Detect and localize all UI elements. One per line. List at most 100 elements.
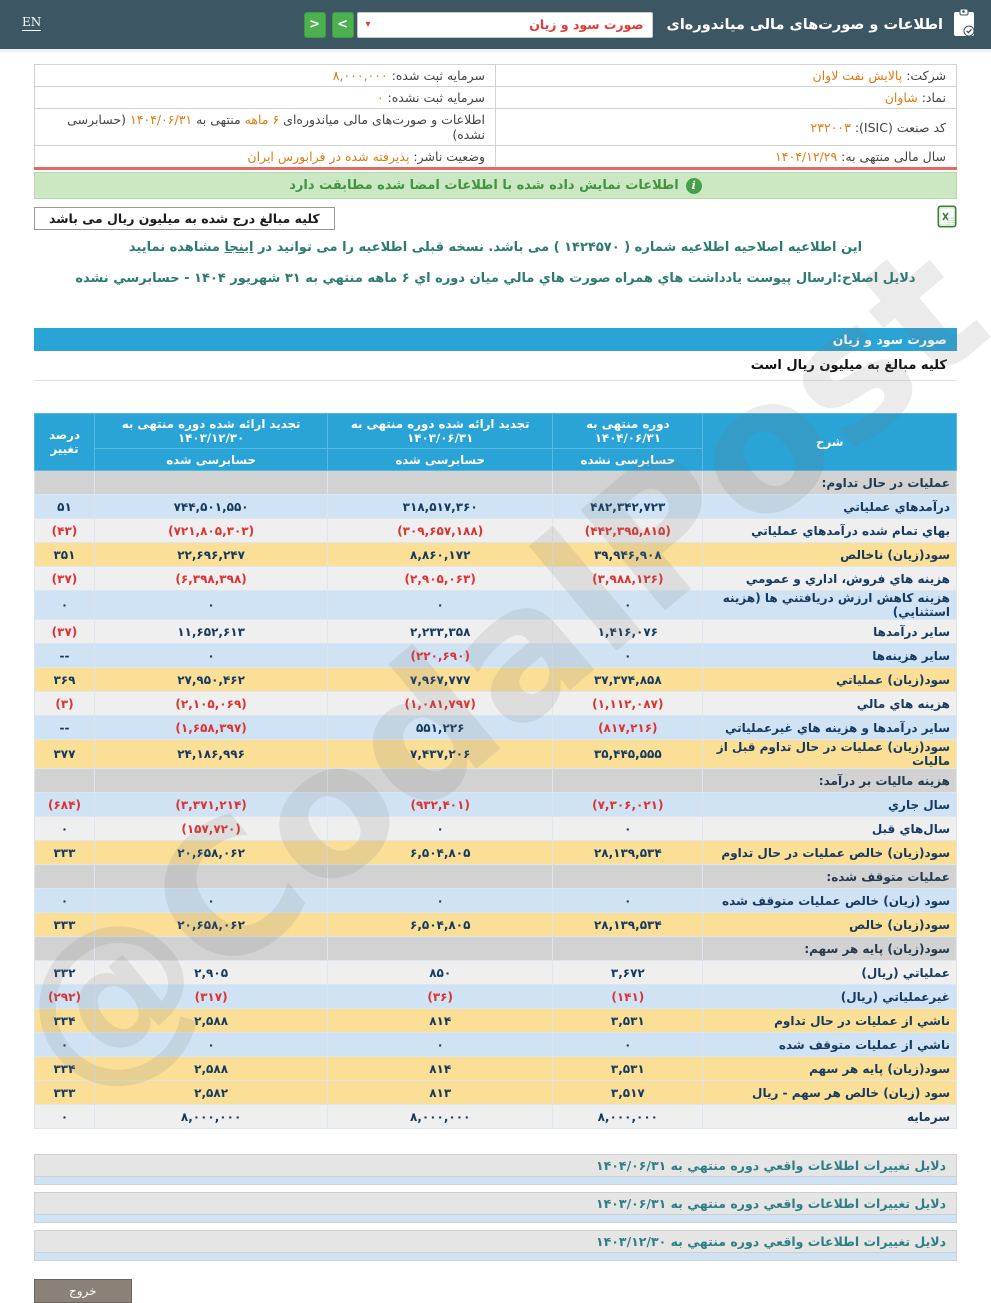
value-cell: ۳۳۴ <box>34 1008 95 1033</box>
value-cell: ۰ <box>552 1032 704 1057</box>
table-row: کد صنعت (ISIC): ۲۳۲۰۰۳ اطلاعات و صورت‌ها… <box>34 108 957 146</box>
value-cell: ۲۷,۹۵۰,۴۶۲ <box>93 667 329 692</box>
value-cell: ۳۳۲ <box>34 960 95 985</box>
table-section-row: هزينه ماليات بر درآمد: <box>34 768 957 793</box>
previous-version-link[interactable]: اینجا <box>224 240 254 255</box>
subheader-unaudited: حسابرسی نشده <box>552 448 704 471</box>
empty-cell <box>34 864 95 889</box>
period-pre: اطلاعات و صورت‌های مالی میاندوره‌ای <box>283 112 485 127</box>
nav-back-button[interactable]: < <box>303 11 326 38</box>
row-label: بهاي تمام شده درآمدهاي عملياتي <box>702 518 957 543</box>
table-row: هزينه کاهش ارزش دريافتني ها (هزينه استثن… <box>34 590 957 620</box>
table-row: سال جاري (۷,۳۰۶,۰۲۱) (۹۳۲,۴۰۱) (۳,۳۷۱,۲۱۴)(… <box>34 792 957 817</box>
row-label: سود(زيان) خالص <box>702 912 957 937</box>
value-cell: ۳,۵۳۱ <box>552 1008 704 1033</box>
value-cell: (۳,۳۷۱,۲۱۴) <box>93 792 329 817</box>
value-cell: ۸۱۳ <box>327 1080 554 1105</box>
top-bar: اطلاعات و صورت‌های مالی میاندوره‌ای صورت… <box>0 0 991 52</box>
value-cell: (۳۷) <box>34 619 95 644</box>
value-cell: ۵۵۱,۲۲۶ <box>327 715 554 740</box>
fiscal-year-label: سال مالی منتهی به: <box>841 149 946 164</box>
subheader-audited-1: حسابرسی شده <box>327 448 554 471</box>
value-cell: ۱,۴۱۶,۰۷۶ <box>552 619 704 644</box>
empty-cell <box>552 864 704 889</box>
value-cell: (۱۴۱) <box>552 984 704 1009</box>
isic-value: ۲۳۲۰۰۳ <box>810 119 851 135</box>
unreg-capital-value: ۰ <box>376 90 384 105</box>
value-cell: ۰ <box>327 590 554 620</box>
value-cell: ۵۱ <box>34 494 95 519</box>
nav-forward-button[interactable]: > <box>331 11 354 38</box>
value-cell: ۲۴,۱۸۶,۹۹۶ <box>93 739 329 769</box>
table-row: سود(زيان) پايه هر سهم ۳,۵۳۱ ۸۱۴ ۲,۵۸۸ ۳۳۴ <box>34 1056 957 1081</box>
amendment-reason-note: دلایل اصلاح:ارسال پیوست یادداشت هاي همرا… <box>75 271 916 286</box>
table-section-row: عمليات متوقف شده: <box>34 864 957 889</box>
value-cell: (۷۲۱,۸۰۵,۳۰۳) <box>93 518 329 543</box>
table-row: ساير درآمدها و هزينه هاي غيرعملياتي (۸۱۷,… <box>34 715 957 740</box>
value-cell: ۰ <box>93 1032 329 1057</box>
header-percent-change: درصد تغییر <box>34 413 95 471</box>
header-description: شرح <box>702 413 957 471</box>
company-info-table: شرکت: پالایش نفت لاوان سرمایه ثبت شده: ۸… <box>34 64 957 170</box>
table-section-row: عملیات در حال تداوم: <box>34 470 957 495</box>
period-info-cell: اطلاعات و صورت‌های مالی میاندوره‌ای ۶ ما… <box>34 108 496 146</box>
excel-export-icon[interactable] <box>937 205 957 232</box>
value-cell: (۱,۶۵۸,۳۹۷) <box>93 715 329 740</box>
table-row: سود(زيان) خالص ۲۸,۱۳۹,۵۳۴ ۶,۵۰۴,۸۰۵ ۲۰,۶۵۸,… <box>34 912 957 937</box>
info-icon: i <box>685 177 702 194</box>
row-label: سود (زيان) خالص عمليات متوقف شده <box>702 888 957 913</box>
value-cell: ۰ <box>34 590 95 620</box>
value-cell: ۰ <box>34 1104 95 1129</box>
language-toggle-en[interactable]: EN <box>22 15 42 31</box>
reason-strip <box>34 1253 957 1261</box>
value-cell: (۸۱۷,۲۱۶) <box>552 715 704 740</box>
table-row: سود(زيان) عملياتي ۳۷,۳۷۴,۸۵۸ ۷,۹۶۷,۷۷۷ ۲۷,۹… <box>34 667 957 692</box>
header-restated-6m: تجدید ارائه شده دوره منتهی به ۱۴۰۳/۰۶/۳۱ <box>327 413 554 449</box>
report-type-select[interactable]: صورت سود و زیان ▾ <box>356 11 653 38</box>
symbol-cell: نماد: شاوان <box>495 86 957 109</box>
company-value: پالایش نفت لاوان <box>812 68 903 83</box>
clipboard-check-icon <box>951 8 977 42</box>
value-cell: ۰ <box>93 590 329 620</box>
exit-button[interactable]: خروج <box>34 1279 132 1303</box>
table-row: ناشي از عمليات متوقف شده ۰ ۰ ۰ ۰ <box>34 1032 957 1057</box>
value-cell: ۸,۰۰۰,۰۰۰ <box>327 1104 554 1129</box>
row-label: سود(زيان) پايه هر سهم: <box>702 936 957 961</box>
value-cell: -- <box>34 715 95 740</box>
empty-cell <box>327 470 554 495</box>
value-cell: ۰ <box>93 888 329 913</box>
value-cell: ۳۳۴ <box>34 1056 95 1081</box>
reason-bar[interactable]: دلايل تغييرات اطلاعات واقعي دوره منتهي ب… <box>34 1192 957 1215</box>
fiscal-year-cell: سال مالی منتهی به: ۱۴۰۴/۱۲/۲۹ <box>495 145 957 169</box>
value-cell: ۸,۰۰۰,۰۰۰ <box>552 1104 704 1129</box>
value-cell: ۳۵۱ <box>34 542 95 567</box>
value-cell: (۱,۱۱۲,۰۸۷) <box>552 691 704 716</box>
table-section-row: سود(زيان) پايه هر سهم: <box>34 936 957 961</box>
value-cell: ۲,۵۸۸ <box>93 1008 329 1033</box>
reason-bar[interactable]: دلايل تغييرات اطلاعات واقعي دوره منتهي ب… <box>34 1230 957 1253</box>
value-cell: ۲,۲۳۳,۳۵۸ <box>327 619 554 644</box>
empty-cell <box>552 470 704 495</box>
value-cell: ۳۶۹ <box>34 667 95 692</box>
table-row: هزينه هاي مالي (۱,۱۱۲,۰۸۷) (۱,۰۸۱,۷۹۷) (۲,۱… <box>34 691 957 716</box>
empty-cell <box>93 936 329 961</box>
isic-cell: کد صنعت (ISIC): ۲۳۲۰۰۳ <box>495 108 957 146</box>
value-cell: (۲۲۰,۶۹۰) <box>327 643 554 668</box>
reason-bar[interactable]: دلايل تغييرات اطلاعات واقعي دوره منتهي ب… <box>34 1154 957 1177</box>
value-cell: (۳۷) <box>34 566 95 591</box>
value-cell: (۲,۱۰۵,۰۶۹) <box>93 691 329 716</box>
value-cell: (۲۹۲) <box>34 984 95 1009</box>
banner-text: اطلاعات نمایش داده شده با اطلاعات امضا ش… <box>289 178 679 193</box>
issuer-status-label: وضعیت ناشر: <box>413 149 485 164</box>
row-label: غيرعملياتي (ريال) <box>702 984 957 1009</box>
row-label: سال جاري <box>702 792 957 817</box>
table-row: عملياتي (ريال) ۳,۶۷۲ ۸۵۰ ۲,۹۰۵ ۳۳۲ <box>34 960 957 985</box>
value-cell: (۱,۰۸۱,۷۹۷) <box>327 691 554 716</box>
table-row: سود(زيان) عمليات در حال تداوم قبل از مال… <box>34 739 957 769</box>
empty-cell <box>327 864 554 889</box>
value-cell: ۸۱۴ <box>327 1008 554 1033</box>
empty-cell <box>93 768 329 793</box>
row-label: سود(زيان) عمليات در حال تداوم قبل از مال… <box>702 739 957 769</box>
value-cell: ۲۰,۶۵۸,۰۶۲ <box>93 840 329 865</box>
row-label: سود(زيان) ناخالص <box>702 542 957 567</box>
